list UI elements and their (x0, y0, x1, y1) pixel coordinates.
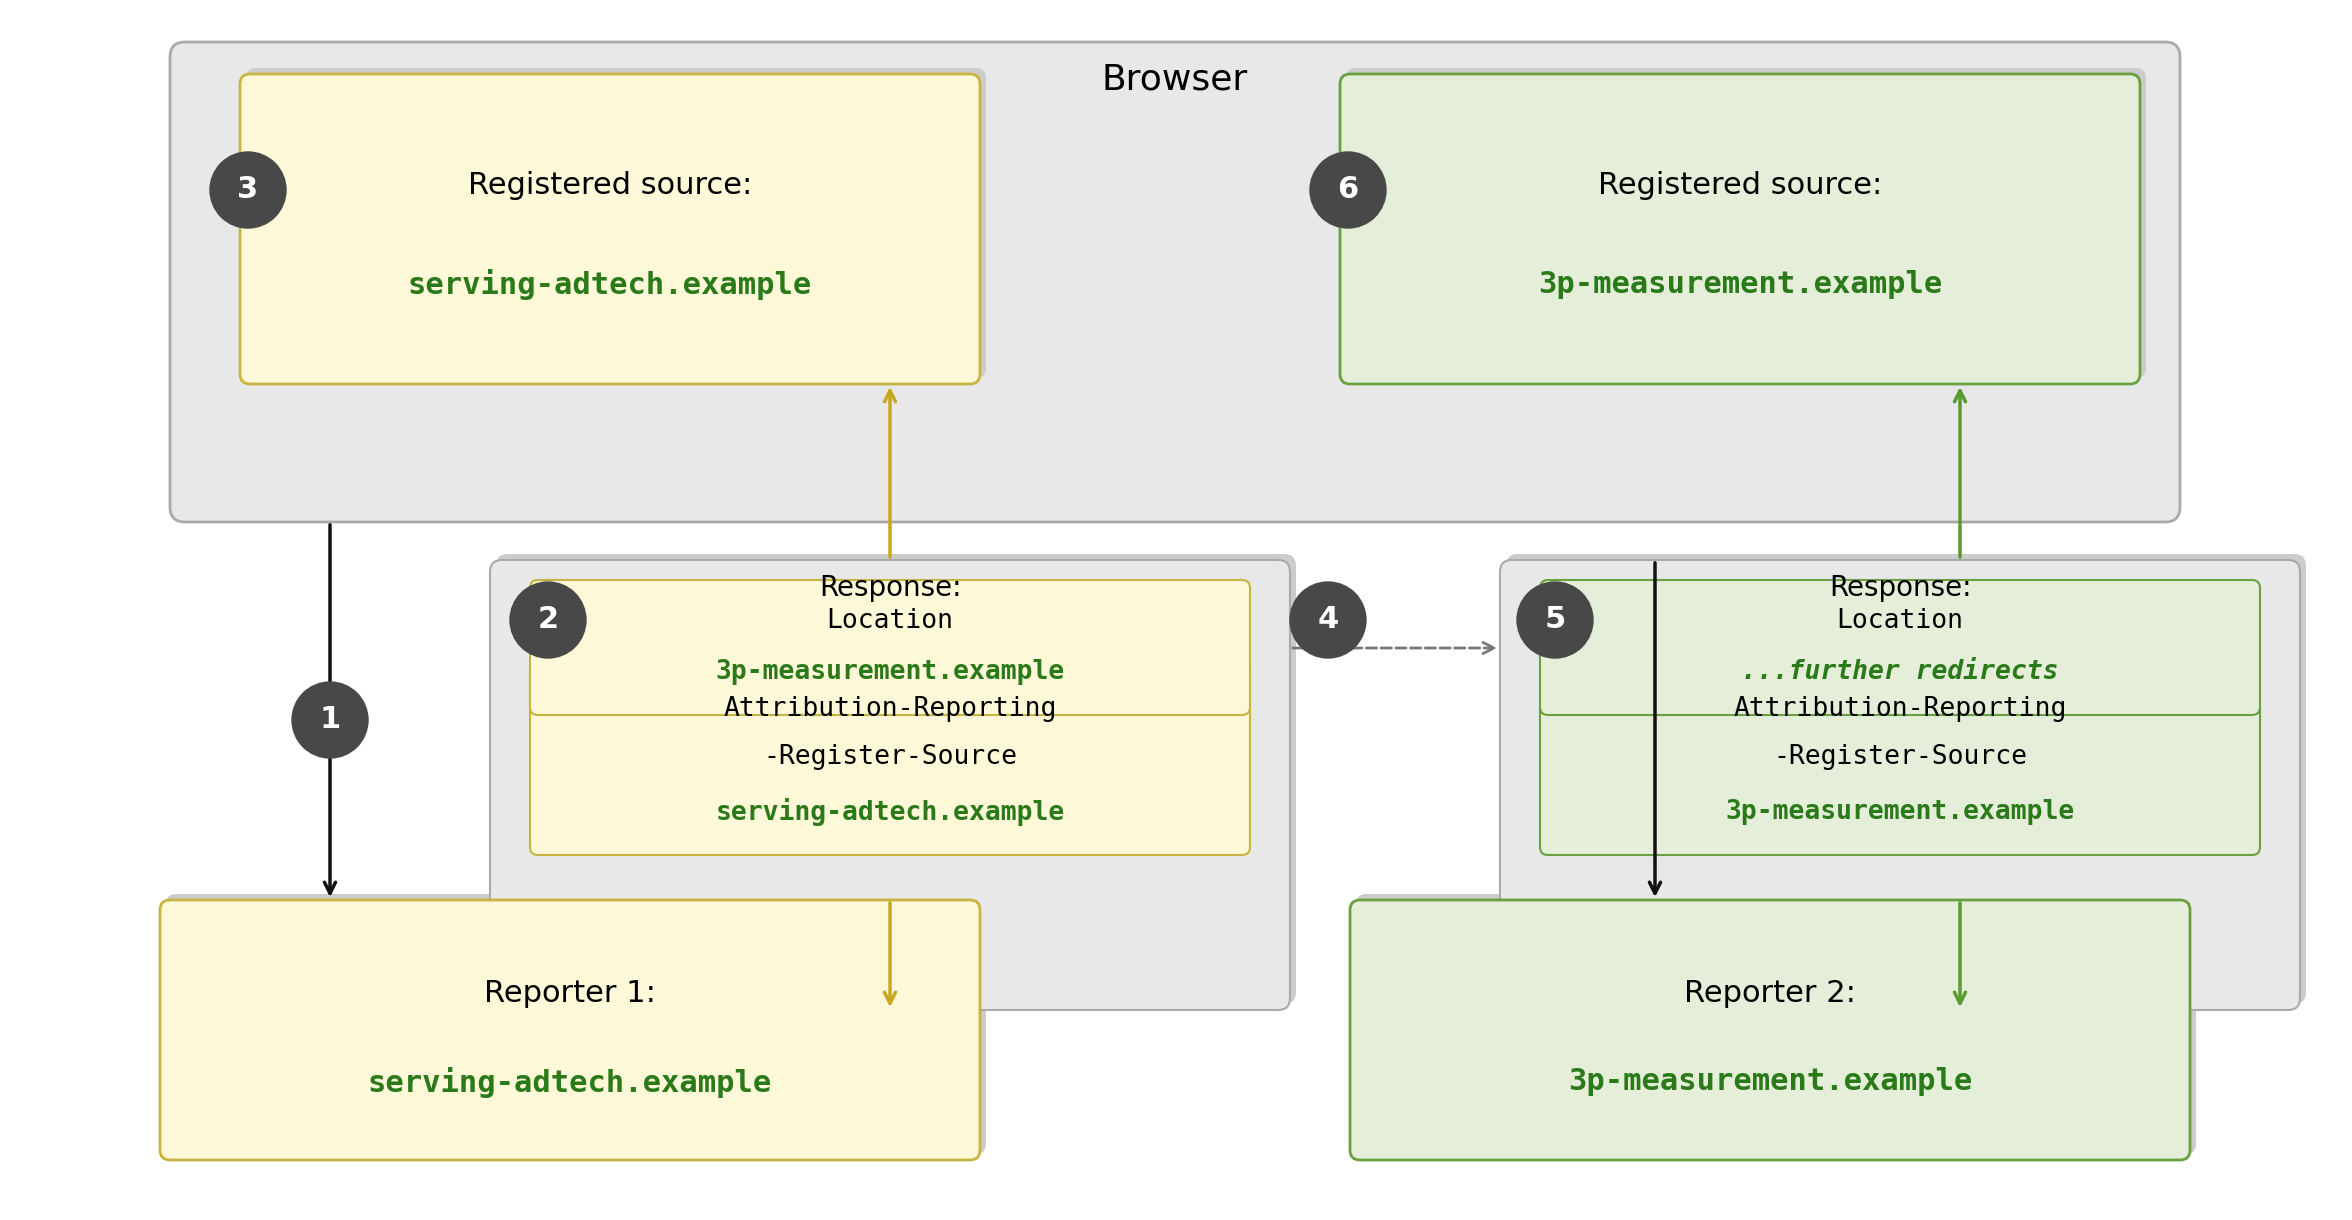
Text: Attribution-Reporting: Attribution-Reporting (724, 695, 1056, 722)
FancyBboxPatch shape (489, 560, 1289, 1010)
Text: serving-adtech.example: serving-adtech.example (715, 798, 1065, 826)
Text: Response:: Response: (818, 573, 962, 601)
FancyBboxPatch shape (240, 74, 981, 384)
Circle shape (292, 682, 367, 758)
Circle shape (1289, 582, 1367, 658)
FancyBboxPatch shape (1350, 900, 2190, 1160)
Text: Attribution-Reporting: Attribution-Reporting (1733, 695, 2067, 722)
FancyBboxPatch shape (167, 894, 985, 1154)
Text: Location: Location (826, 608, 953, 633)
FancyBboxPatch shape (529, 580, 1249, 715)
FancyBboxPatch shape (1341, 74, 2140, 384)
Text: 3p-measurement.example: 3p-measurement.example (1538, 271, 1943, 299)
Text: Browser: Browser (1101, 63, 1249, 98)
FancyBboxPatch shape (1541, 660, 2260, 855)
Text: ...further redirects: ...further redirects (1740, 659, 2058, 684)
Circle shape (1517, 582, 1592, 658)
FancyBboxPatch shape (1501, 560, 2300, 1010)
FancyBboxPatch shape (1541, 580, 2260, 715)
FancyBboxPatch shape (160, 900, 981, 1160)
Text: 4: 4 (1317, 605, 1338, 634)
Text: Location: Location (1837, 608, 1964, 633)
Text: 3p-measurement.example: 3p-measurement.example (1569, 1068, 1971, 1097)
Text: -Register-Source: -Register-Source (762, 744, 1016, 771)
FancyBboxPatch shape (529, 660, 1249, 855)
Text: Registered source:: Registered source: (1597, 171, 1882, 200)
Text: 2: 2 (539, 605, 557, 634)
Text: Response:: Response: (1830, 573, 1971, 601)
Text: -Register-Source: -Register-Source (1773, 744, 2027, 771)
Text: Reporter 2:: Reporter 2: (1684, 980, 1856, 1008)
FancyBboxPatch shape (1505, 554, 2305, 1004)
Text: 6: 6 (1338, 176, 1359, 205)
FancyBboxPatch shape (1357, 894, 2197, 1154)
Text: Registered source:: Registered source: (468, 171, 753, 200)
FancyBboxPatch shape (247, 68, 985, 378)
Text: 3p-measurement.example: 3p-measurement.example (1726, 799, 2074, 825)
FancyBboxPatch shape (169, 41, 2180, 522)
Circle shape (209, 152, 287, 228)
Text: 1: 1 (320, 705, 341, 734)
Circle shape (510, 582, 586, 658)
Text: 5: 5 (1545, 605, 1566, 634)
Circle shape (1310, 152, 1385, 228)
FancyBboxPatch shape (1345, 68, 2145, 378)
Text: serving-adtech.example: serving-adtech.example (407, 270, 811, 300)
Text: 3: 3 (238, 176, 259, 205)
FancyBboxPatch shape (496, 554, 1296, 1004)
Text: 3p-measurement.example: 3p-measurement.example (715, 659, 1065, 684)
Text: serving-adtech.example: serving-adtech.example (367, 1066, 771, 1098)
Text: Reporter 1:: Reporter 1: (485, 980, 656, 1008)
